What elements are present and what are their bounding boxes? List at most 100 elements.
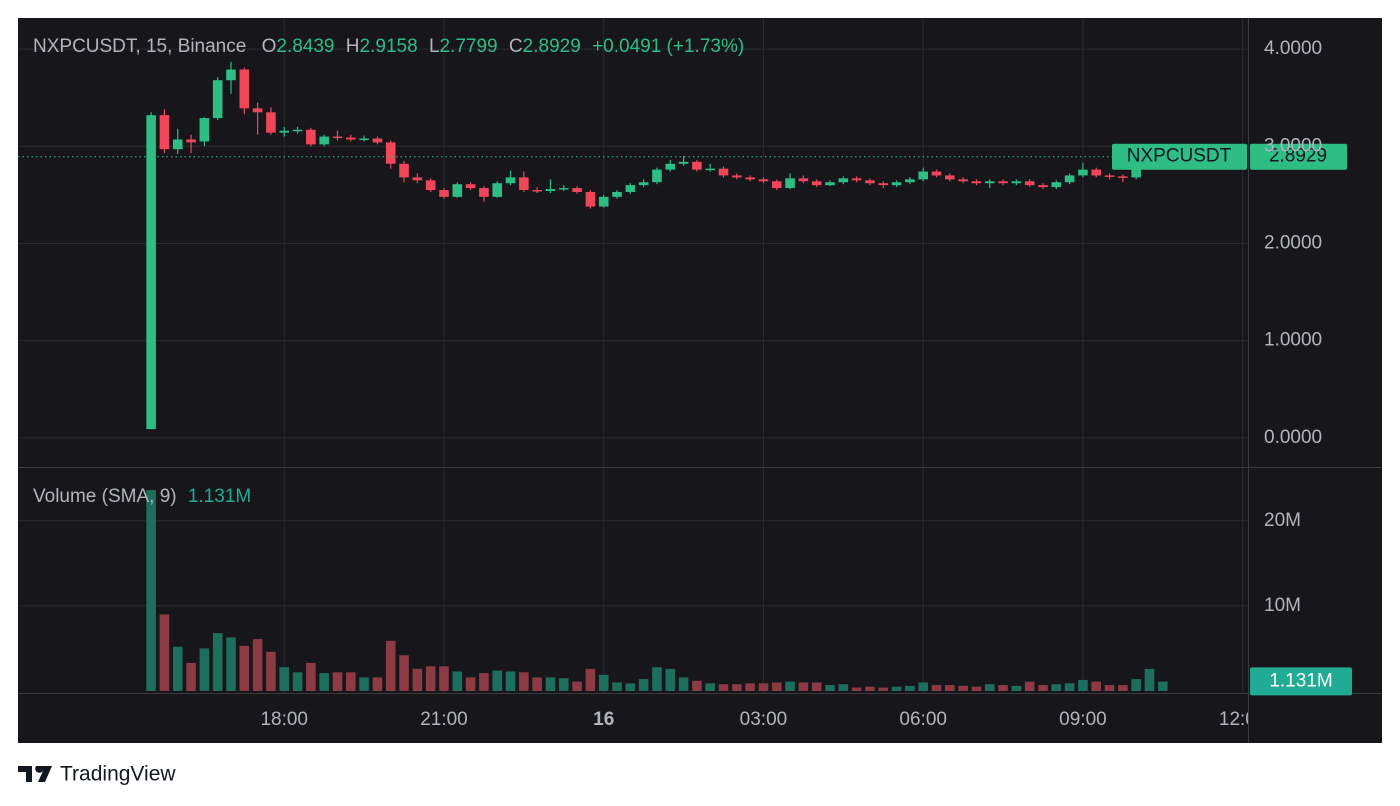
logo-icon xyxy=(18,766,52,782)
volume-bar xyxy=(212,633,223,691)
volume-bar xyxy=(971,686,982,691)
volume-bar xyxy=(825,685,835,691)
candle-body xyxy=(598,196,609,207)
candle-body xyxy=(532,190,542,192)
volume-bar xyxy=(1011,685,1022,691)
volume-bar xyxy=(798,682,809,691)
volume-bar xyxy=(199,648,210,691)
volume-bar xyxy=(851,687,862,691)
candle-body xyxy=(851,178,862,181)
volume-bar xyxy=(931,685,942,691)
volume-sma-value: 1.131M xyxy=(188,486,251,507)
volume-bar xyxy=(279,667,290,691)
volume-bar xyxy=(372,677,383,691)
volume-title: Volume (SMA, 9) xyxy=(33,486,177,507)
candle-body xyxy=(385,142,396,164)
volume-bar xyxy=(319,673,329,691)
candle-body xyxy=(652,169,662,183)
candle-body xyxy=(1011,181,1022,184)
tradingview-logo: TradingView xyxy=(18,763,176,786)
candle-body xyxy=(718,168,729,176)
candle-body xyxy=(412,177,423,181)
volume-bar xyxy=(226,637,236,691)
candle-body xyxy=(346,137,356,140)
candle-body xyxy=(545,189,556,191)
volume-bar xyxy=(385,640,396,691)
ohlc-key: H xyxy=(346,36,360,57)
candle-body xyxy=(705,168,715,171)
ohlc-value: 2.8929 xyxy=(523,36,581,57)
candle-body xyxy=(492,183,503,197)
y-tick-label: 2.0000 xyxy=(1264,232,1322,253)
candle-body xyxy=(1104,175,1115,177)
price-axis: 0.0000 1.0000 2.0000 3.0000 4.0000 10M 20M xyxy=(1264,38,1322,616)
volume-bar xyxy=(159,614,170,691)
candle-body xyxy=(1038,185,1048,188)
candle-body xyxy=(1078,169,1088,176)
candle-body xyxy=(1131,167,1141,178)
candle-body xyxy=(998,181,1008,184)
candle-body xyxy=(958,179,968,182)
volume-bar xyxy=(585,668,596,691)
candle-body xyxy=(212,80,223,119)
volume-bar xyxy=(705,683,715,691)
volume-bar xyxy=(519,672,529,691)
volume-bar xyxy=(958,685,968,691)
volume-bar xyxy=(1144,668,1155,691)
candle-body xyxy=(399,163,409,178)
candle-body xyxy=(359,138,369,141)
volume-bar xyxy=(598,674,609,691)
x-tick-label: 16 xyxy=(593,709,614,730)
candle-body xyxy=(798,178,809,182)
candle-body xyxy=(1091,169,1102,176)
volume-bar xyxy=(1038,685,1048,691)
volume-bar xyxy=(505,671,516,691)
volume-bar xyxy=(984,684,995,691)
volume-bar xyxy=(465,677,476,691)
candle-body xyxy=(625,185,636,192)
candle-body xyxy=(878,183,889,186)
candle-body xyxy=(505,177,516,184)
candle-body xyxy=(279,130,290,133)
y-tick-label: 10M xyxy=(1264,595,1301,616)
volume-bar xyxy=(1078,679,1088,691)
volume-bar xyxy=(612,682,622,691)
candle-body xyxy=(372,138,383,143)
candle-body xyxy=(1024,181,1035,186)
volume-bar xyxy=(306,662,316,691)
volume-bar xyxy=(545,677,556,691)
volume-bar xyxy=(1091,681,1102,691)
volume-bar xyxy=(292,672,303,691)
volume-bar xyxy=(332,672,343,691)
candle-body xyxy=(1051,182,1062,188)
candle-body xyxy=(732,175,742,178)
volume-bar xyxy=(878,687,889,691)
candle-body xyxy=(1118,176,1128,178)
candle-body xyxy=(945,175,955,180)
candle-body xyxy=(319,136,329,145)
candle-body xyxy=(252,108,263,113)
volume-bar xyxy=(718,684,729,691)
volume-bar xyxy=(665,668,676,691)
candle-body xyxy=(439,190,449,197)
ohlc-value: 2.7799 xyxy=(440,36,498,57)
candle-body xyxy=(811,181,822,186)
candle-body xyxy=(771,181,782,189)
volume-bar xyxy=(865,686,875,691)
candle-body xyxy=(665,163,676,170)
candle-body xyxy=(332,136,343,139)
candle-body xyxy=(465,184,476,189)
time-axis: 18:00 21:00 16 03:00 06:00 09:00 12:00 xyxy=(260,709,1248,730)
candle-body xyxy=(638,182,649,186)
volume-pane: 1.131M xyxy=(146,490,1352,696)
price-legend: NXPCUSDT, 15, Binance O2.8439 H2.9158 L2… xyxy=(33,36,744,57)
y-tick-label: 20M xyxy=(1264,510,1301,531)
volume-legend: Volume (SMA, 9) 1.131M xyxy=(33,486,251,507)
volume-bar xyxy=(532,677,542,691)
candle-body xyxy=(266,112,276,133)
volume-bar xyxy=(1131,679,1141,691)
ohlc-key: L xyxy=(429,36,440,57)
x-tick-label: 09:00 xyxy=(1059,709,1107,730)
volume-bar xyxy=(359,677,369,691)
